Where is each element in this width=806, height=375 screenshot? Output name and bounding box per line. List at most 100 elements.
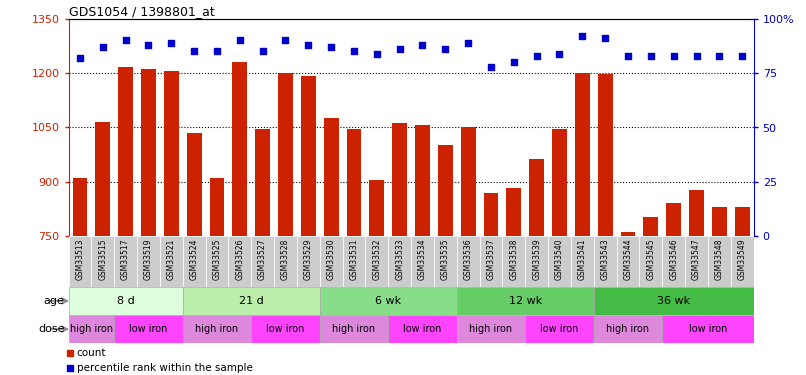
Text: GSM33536: GSM33536 (463, 239, 472, 280)
Bar (274, 236, 297, 287)
Point (347, 48, 360, 54)
Text: high iron: high iron (469, 324, 513, 334)
Text: GSM33545: GSM33545 (646, 239, 655, 280)
Text: GSM33519: GSM33519 (144, 239, 153, 280)
Bar (324, 118, 339, 236)
Text: high iron: high iron (70, 324, 113, 334)
Point (599, 35, 612, 41)
Point (736, 53, 749, 59)
Bar (95, 122, 110, 236)
Point (575, 33, 588, 39)
Bar (480, 236, 502, 287)
Text: GSM33528: GSM33528 (281, 239, 290, 280)
Point (301, 42, 314, 48)
Bar (206, 236, 228, 287)
Bar (69, 287, 183, 315)
Text: dose: dose (38, 324, 64, 334)
Bar (663, 236, 685, 287)
Point (256, 48, 269, 54)
Text: GSM33517: GSM33517 (121, 239, 130, 280)
Text: GSM33534: GSM33534 (418, 239, 427, 280)
Bar (320, 236, 343, 287)
Bar (278, 73, 293, 236)
Bar (530, 159, 544, 236)
Bar (232, 62, 247, 236)
Bar (571, 236, 594, 287)
Point (73, 55, 86, 61)
Bar (343, 236, 365, 287)
Text: low iron: low iron (540, 324, 579, 334)
Point (438, 46, 451, 52)
Text: GSM33526: GSM33526 (235, 239, 244, 280)
Text: low iron: low iron (266, 324, 305, 334)
Point (416, 42, 429, 48)
Text: GSM33541: GSM33541 (578, 239, 587, 280)
Point (690, 53, 703, 59)
Point (234, 38, 247, 44)
Bar (506, 188, 521, 236)
Text: GSM33544: GSM33544 (624, 239, 633, 280)
Bar (526, 315, 594, 343)
Bar (73, 178, 87, 236)
Point (621, 53, 634, 59)
Bar (731, 236, 754, 287)
Point (484, 64, 497, 70)
Bar (643, 217, 659, 236)
Bar (438, 145, 453, 236)
Bar (598, 74, 613, 236)
Point (279, 38, 292, 44)
Bar (575, 73, 590, 236)
Bar (594, 236, 617, 287)
Bar (735, 207, 750, 236)
Bar (526, 236, 548, 287)
Bar (639, 236, 663, 287)
Bar (320, 315, 388, 343)
Text: GSM33533: GSM33533 (395, 239, 404, 280)
Text: GSM33543: GSM33543 (600, 239, 609, 280)
Bar (228, 236, 251, 287)
Point (553, 51, 566, 57)
Point (530, 53, 543, 59)
Bar (594, 315, 663, 343)
Bar (369, 180, 384, 236)
Point (325, 44, 338, 50)
Point (508, 59, 521, 65)
Text: GSM33539: GSM33539 (532, 239, 541, 280)
Text: GSM33546: GSM33546 (669, 239, 678, 280)
Point (644, 53, 657, 59)
Text: GSM33540: GSM33540 (555, 239, 564, 280)
Text: age: age (44, 296, 64, 306)
Text: GSM33537: GSM33537 (487, 239, 496, 280)
Text: GDS1054 / 1398801_at: GDS1054 / 1398801_at (69, 4, 214, 18)
Bar (141, 69, 156, 236)
Bar (164, 71, 179, 236)
Bar (183, 236, 206, 287)
Bar (502, 236, 526, 287)
Point (188, 48, 201, 54)
Point (667, 53, 680, 59)
Text: count: count (77, 348, 106, 358)
Text: low iron: low iron (689, 324, 727, 334)
Bar (689, 190, 704, 236)
Text: GSM33530: GSM33530 (326, 239, 335, 280)
Point (462, 40, 475, 46)
Bar (388, 315, 457, 343)
Point (142, 42, 155, 48)
Text: GSM33548: GSM33548 (715, 239, 724, 280)
Bar (69, 236, 91, 287)
Text: GSM33515: GSM33515 (98, 239, 107, 280)
Bar (320, 287, 457, 315)
Text: GSM33531: GSM33531 (350, 239, 359, 280)
Bar (621, 232, 635, 236)
Bar (183, 315, 251, 343)
Text: GSM33529: GSM33529 (304, 239, 313, 280)
Bar (183, 287, 320, 315)
Point (164, 40, 177, 46)
Text: percentile rank within the sample: percentile rank within the sample (77, 363, 252, 373)
Bar (457, 287, 594, 315)
Bar (91, 236, 114, 287)
Bar (457, 315, 526, 343)
Bar (393, 123, 407, 236)
Bar (663, 315, 754, 343)
Bar (160, 236, 183, 287)
